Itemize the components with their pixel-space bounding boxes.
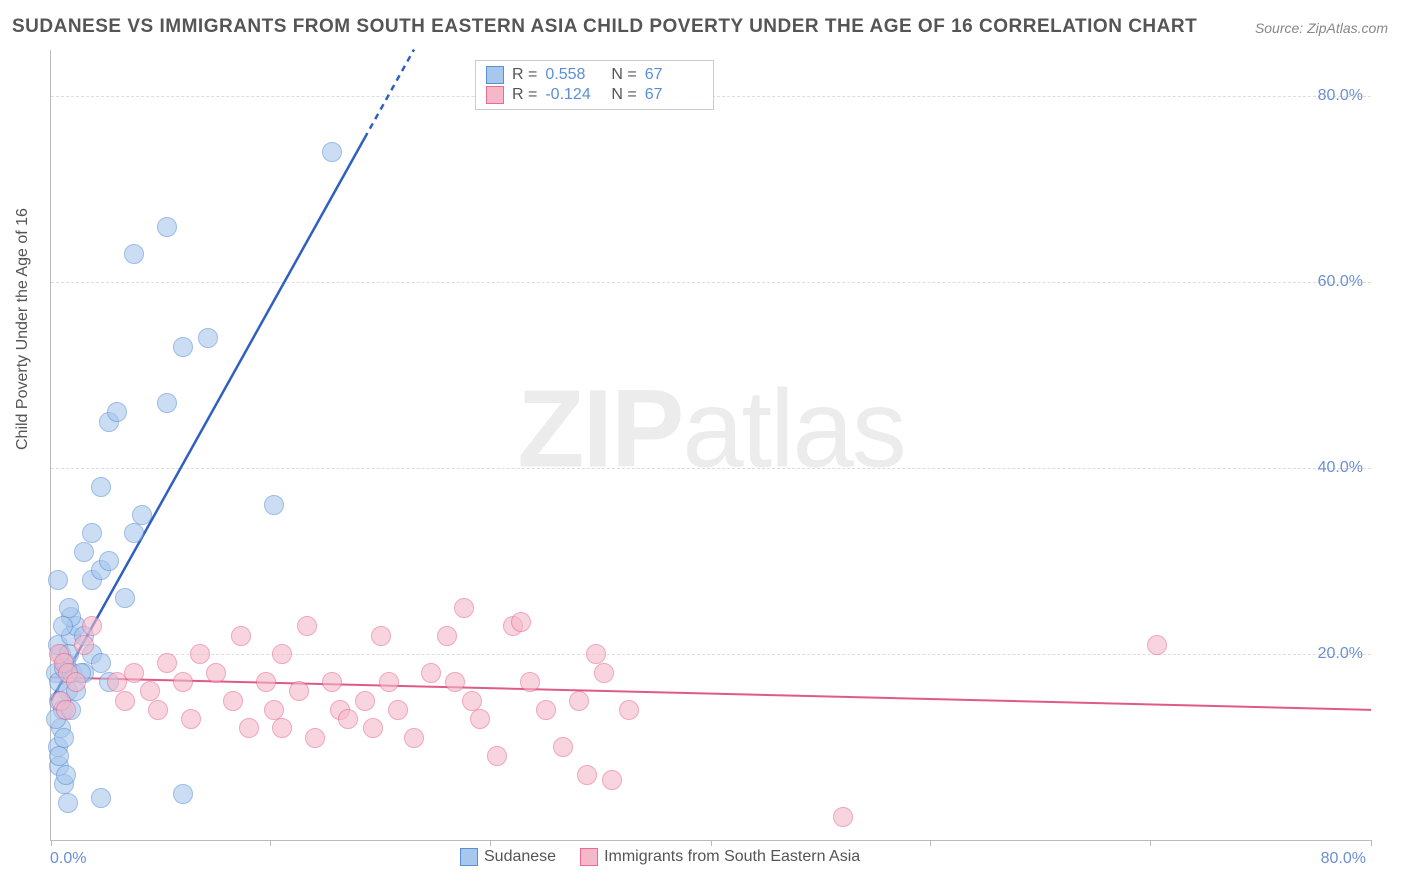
data-point [82,616,102,636]
data-point [470,709,490,729]
data-point [53,616,73,636]
data-point [49,746,69,766]
data-point [379,672,399,692]
swatch-sudanese [460,848,478,866]
data-point [520,672,540,692]
data-point [173,784,193,804]
data-point [58,793,78,813]
data-point [404,728,424,748]
data-point [264,495,284,515]
data-point [124,244,144,264]
swatch-sudanese [486,66,504,84]
swatch-immigrants [580,848,598,866]
swatch-immigrants [486,86,504,104]
x-tick [1150,840,1151,846]
data-point [54,728,74,748]
data-point [82,523,102,543]
legend-item-immigrants: Immigrants from South Eastern Asia [580,848,860,866]
data-point [157,393,177,413]
data-point [124,663,144,683]
data-point [256,672,276,692]
x-tick [51,840,52,846]
data-point [388,700,408,720]
data-point [115,691,135,711]
data-point [239,718,259,738]
data-point [148,700,168,720]
data-point [157,217,177,237]
legend-item-sudanese: Sudanese [460,848,556,866]
data-point [454,598,474,618]
data-point [371,626,391,646]
data-point [124,523,144,543]
data-point [297,616,317,636]
x-tick [930,840,931,846]
data-point [1147,635,1167,655]
data-point [487,746,507,766]
data-point [157,653,177,673]
data-point [272,718,292,738]
stat-row-immigrants: R = -0.124 N = 67 [486,85,703,105]
data-point [511,612,531,632]
data-point [206,663,226,683]
data-point [107,402,127,422]
data-point [586,644,606,664]
data-point [223,691,243,711]
data-point [577,765,597,785]
data-point [305,728,325,748]
data-point [338,709,358,729]
data-point [594,663,614,683]
data-point [355,691,375,711]
data-point [74,635,94,655]
data-point [91,477,111,497]
source-label: Source: ZipAtlas.com [1255,20,1388,36]
data-point [231,626,251,646]
data-point [91,653,111,673]
data-point [445,672,465,692]
data-point [462,691,482,711]
x-tick [490,840,491,846]
x-tick [270,840,271,846]
data-point [536,700,556,720]
data-point [173,337,193,357]
data-point [132,505,152,525]
data-point [619,700,639,720]
data-point [56,765,76,785]
chart-title: SUDANESE VS IMMIGRANTS FROM SOUTH EASTER… [12,16,1197,38]
data-point [437,626,457,646]
data-point [66,672,86,692]
data-point [173,672,193,692]
stat-legend: R = 0.558 N = 67 R = -0.124 N = 67 [475,60,714,110]
data-point [322,142,342,162]
data-point [99,551,119,571]
data-point [602,770,622,790]
x-max-label: 80.0% [1321,850,1366,868]
data-point [289,681,309,701]
bottom-legend: Sudanese Immigrants from South Eastern A… [460,848,860,866]
data-point [322,672,342,692]
y-axis-label: Child Poverty Under the Age of 16 [14,208,32,450]
data-point [56,700,76,720]
data-point [181,709,201,729]
x-tick [1371,840,1372,846]
data-point [833,807,853,827]
data-point [272,644,292,664]
stat-row-sudanese: R = 0.558 N = 67 [486,65,703,85]
data-point [264,700,284,720]
data-point [74,542,94,562]
data-point [140,681,160,701]
x-tick [711,840,712,846]
data-point [115,588,135,608]
data-point [48,570,68,590]
data-point [198,328,218,348]
data-point [569,691,589,711]
scatter-plot: ZIPatlas 20.0%40.0%60.0%80.0% [50,50,1371,841]
data-point [91,788,111,808]
data-point [59,598,79,618]
data-point [553,737,573,757]
data-point [421,663,441,683]
data-point [190,644,210,664]
data-point [363,718,383,738]
x-origin-label: 0.0% [50,850,86,868]
